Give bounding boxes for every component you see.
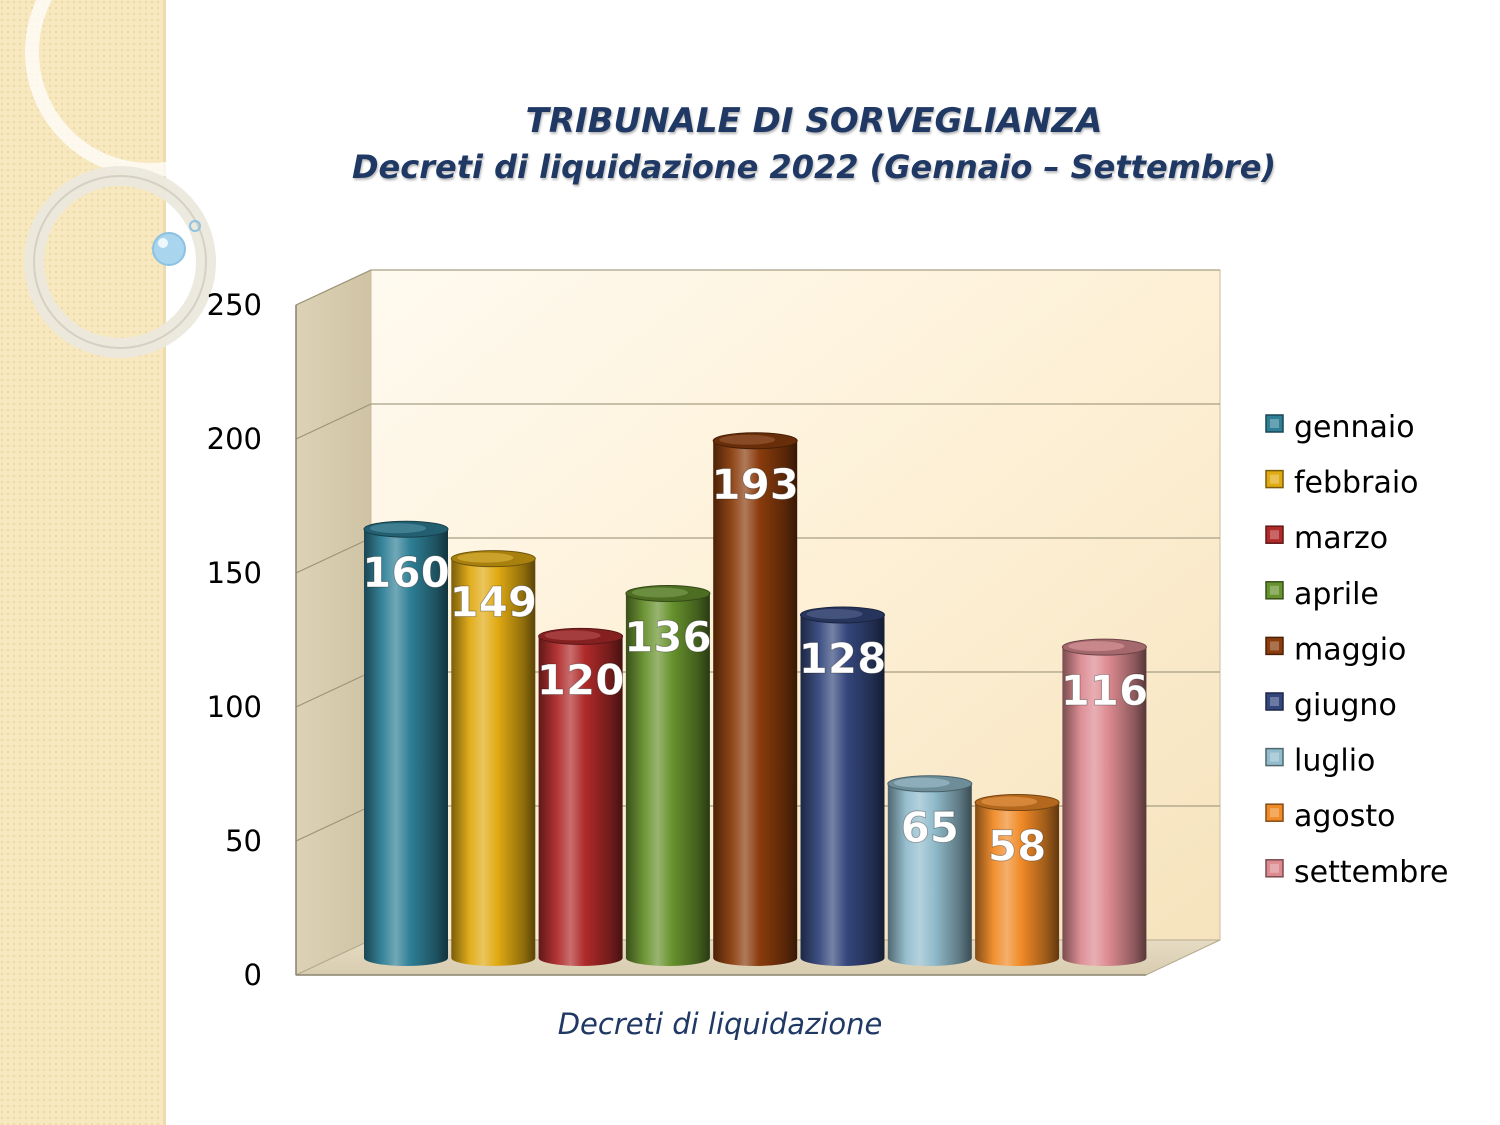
bar-top-highlight	[1068, 641, 1125, 652]
bar-maggio	[712, 432, 798, 966]
chart-title: TRIBUNALE DI SORVEGLIANZA	[525, 101, 1103, 141]
data-label-giugno: 128	[799, 634, 887, 683]
legend-label: giugno	[1294, 688, 1397, 723]
bar-luglio	[887, 775, 973, 966]
bar-body	[887, 783, 972, 966]
slide-title-block: TRIBUNALE DI SORVEGLIANZA Decreti di liq…	[166, 98, 1462, 190]
data-label-aprile: 136	[624, 613, 712, 662]
bar-body	[538, 636, 623, 966]
legend-item-gennaio: gennaio	[1265, 410, 1415, 445]
bar-top-highlight	[631, 587, 688, 598]
legend-item-giugno: giugno	[1265, 688, 1397, 723]
legend-item-agosto: agosto	[1265, 799, 1396, 834]
legend-label: luglio	[1294, 744, 1375, 779]
bar-body	[625, 593, 710, 966]
gridline-side	[295, 269, 372, 306]
y-tick-label: 0	[244, 958, 262, 992]
side-wall	[295, 269, 372, 976]
bar-body	[451, 558, 536, 966]
bar-body	[975, 802, 1060, 966]
y-tick-label: 150	[207, 556, 262, 590]
bar-top-highlight	[370, 523, 426, 534]
legend-label: settembre	[1294, 855, 1448, 890]
bar-top-highlight	[719, 434, 776, 445]
bar-body	[713, 440, 798, 966]
bar-body	[364, 529, 448, 966]
legend-item-settembre: settembre	[1265, 855, 1448, 890]
legend-swatch-highlight	[1270, 808, 1279, 818]
bar-top-highlight	[544, 630, 601, 641]
legend-swatch-highlight	[1270, 419, 1279, 428]
data-label-febbraio: 149	[449, 578, 537, 627]
legend-label: aprile	[1294, 577, 1379, 612]
legend-swatch-highlight	[1270, 752, 1279, 762]
bar-body	[1062, 647, 1147, 966]
gridline-side	[295, 805, 372, 842]
bar-agosto	[974, 794, 1060, 966]
legend-swatch-highlight	[1270, 863, 1279, 873]
y-tick-label: 250	[207, 288, 262, 322]
data-label-luglio: 65	[901, 803, 959, 852]
legend-swatch-highlight	[1270, 641, 1279, 651]
y-tick-label: 100	[207, 690, 262, 724]
data-label-gennaio: 160	[362, 548, 450, 597]
bar-aprile	[625, 585, 711, 966]
bar-gennaio	[363, 520, 449, 966]
decorative-circles	[24, 0, 260, 358]
legend-label: febbraio	[1294, 466, 1419, 501]
chart-subtitle: Decreti di liquidazione 2022 (Gennaio – …	[351, 148, 1277, 186]
legend-label: marzo	[1294, 521, 1388, 556]
bar-top-highlight	[893, 777, 950, 788]
bar-giugno	[800, 606, 885, 966]
legend-swatch-highlight	[1270, 697, 1279, 706]
legend-label: maggio	[1294, 632, 1406, 667]
legend-item-maggio: maggio	[1265, 632, 1406, 667]
bar-top-highlight	[806, 608, 863, 619]
legend-item-aprile: aprile	[1265, 577, 1379, 612]
y-tick-label: 200	[207, 422, 262, 456]
sidebar-edge	[163, 0, 166, 1125]
gridline-side	[295, 671, 372, 708]
data-label-marzo: 120	[537, 655, 625, 704]
legend-label: gennaio	[1294, 410, 1415, 445]
gridline-side	[295, 537, 372, 574]
gridline-side	[295, 403, 372, 440]
bar-marzo	[538, 627, 624, 966]
legend-swatch-highlight	[1270, 585, 1279, 595]
x-axis-label: Decreti di liquidazione	[558, 1007, 883, 1041]
bar-top-highlight	[457, 552, 514, 563]
legend-label: agosto	[1294, 799, 1396, 834]
legend-swatch-highlight	[1270, 530, 1279, 540]
legend-item-marzo: marzo	[1265, 521, 1388, 556]
data-label-settembre: 116	[1061, 666, 1149, 715]
bar-settembre	[1061, 638, 1147, 966]
bar-top-highlight	[981, 796, 1038, 807]
legend-item-febbraio: febbraio	[1265, 466, 1419, 501]
data-label-agosto: 58	[988, 822, 1046, 871]
legend-swatch-highlight	[1270, 474, 1279, 484]
data-label-maggio: 193	[711, 460, 799, 509]
y-tick-label: 50	[225, 824, 262, 858]
legend-item-luglio: luglio	[1265, 744, 1375, 779]
bar-febbraio	[450, 550, 536, 966]
bar-body	[800, 614, 885, 966]
